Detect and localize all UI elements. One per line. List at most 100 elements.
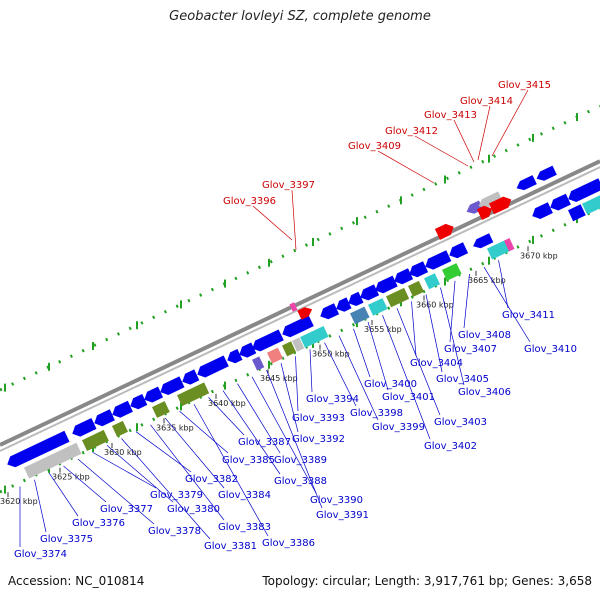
gene-upper-block [478, 191, 503, 209]
gene-label-bottom: Glov_3382 [185, 474, 238, 485]
gene-lower-block [368, 298, 388, 316]
gene-labels[interactable]: Glov_3374 Glov_3375 Glov_3376 Glov_3377 Glov… [14, 80, 577, 560]
leader-line [63, 465, 107, 503]
gene-inner-blue [112, 400, 133, 418]
gene-label-bottom: Glov_3377 [100, 504, 153, 515]
leader-line [498, 260, 509, 309]
gene-label-bottom: Glov_3401 [382, 392, 435, 403]
gene-label-top: Glov_3412 [385, 126, 438, 137]
leader-line-red [477, 105, 491, 161]
gene-lower-block [177, 382, 210, 407]
gene-inner-blue [282, 315, 314, 338]
gene-label-bottom: Glov_3399 [372, 422, 425, 433]
leader-line [382, 314, 431, 440]
gene-inner-blue [227, 349, 243, 364]
leader-line [251, 376, 317, 494]
gene-label-bottom: Glov_3393 [292, 413, 345, 424]
leader-line [463, 273, 470, 329]
gene-label-bottom: Glov_3411 [502, 310, 555, 321]
leader-line-red [453, 119, 475, 163]
kbp-tick-label: 3630 kbp [104, 448, 142, 457]
gene-label-top: Glov_3413 [424, 110, 477, 121]
gene-upper-block [536, 165, 557, 181]
gene-label-bottom: Glov_3388 [274, 476, 327, 487]
kbp-tick-label: 3625 kbp [52, 473, 90, 482]
gene-label-bottom: Glov_3392 [292, 434, 345, 445]
leader-line [449, 280, 456, 343]
leader-line [106, 445, 174, 503]
genome-summary: Topology: circular; Length: 3,917,761 bp… [262, 574, 592, 588]
kbp-tick-label: 3665 kbp [468, 276, 506, 285]
gene-lower-block [300, 326, 329, 348]
gene-label-bottom: Glov_3391 [316, 510, 369, 521]
gene-label-bottom: Glov_3383 [218, 522, 271, 533]
leader-line [164, 417, 225, 489]
backbone-line [0, 159, 600, 447]
leader-line-red [377, 150, 435, 184]
gene-inner-blue [7, 430, 70, 468]
gene-upper-block [516, 175, 537, 191]
gene-inner-blue [394, 268, 414, 285]
leader-line-red [491, 89, 529, 157]
leader-line [92, 451, 157, 489]
gene-label-bottom: Glov_3402 [424, 441, 477, 452]
gene-label-bottom: Glov_3387 [238, 437, 291, 448]
leader-line [237, 383, 281, 454]
gene-lower-block [386, 287, 410, 308]
gene-label-bottom: Glov_3398 [350, 408, 403, 419]
kbp-tick-label: 3670 kbp [520, 251, 558, 260]
gene-red [488, 196, 512, 215]
gene-inner-blue [239, 342, 257, 358]
gene-magenta [289, 302, 298, 312]
gene-inner-blue [252, 329, 284, 352]
kbp-tick-label: 3660 kbp [416, 300, 454, 309]
gene-lower-block [408, 280, 424, 297]
leader-line [396, 308, 441, 416]
kbp-tick-label: 3620 kbp [0, 497, 38, 506]
leader-line [179, 410, 229, 454]
gene-inner-blue [375, 275, 398, 294]
gene-red [297, 307, 313, 320]
gene-lower-block [267, 347, 283, 364]
gene-inner-blue [160, 376, 185, 395]
gene-label-bottom: Glov_3407 [444, 344, 497, 355]
gene-lower-block [82, 429, 109, 451]
gene-label-bottom: Glov_3389 [274, 455, 327, 466]
gene-lower-block [568, 204, 586, 222]
leader-line [48, 472, 79, 517]
leader-line [324, 342, 357, 407]
gene-lower-block [487, 240, 511, 260]
kbp-tick-label: 3635 kbp [156, 423, 194, 432]
gene-inner-blue [360, 284, 380, 301]
gene-label-bottom: Glov_3400 [364, 379, 417, 390]
leader-line [440, 287, 465, 386]
gene-label-bottom: Glov_3379 [150, 490, 203, 501]
kbp-ticks: 3620 kbp 3625 kbp 3630 kbp 3635 kbp 3640 kbp… [0, 246, 558, 506]
gene-label-top: Glov_3409 [348, 141, 401, 152]
leader-line [367, 321, 389, 391]
gene-label-bottom: Glov_3375 [40, 534, 93, 545]
gene-inner-blue [409, 261, 429, 278]
gene-label-top: Glov_3396 [223, 196, 276, 207]
gene-label-bottom: Glov_3410 [524, 344, 577, 355]
kbp-tick-label: 3650 kbp [312, 350, 350, 359]
gene-lower-block [24, 442, 82, 479]
gene-inner-blue [72, 418, 97, 437]
gene-label-bottom: Glov_3378 [148, 526, 201, 537]
gene-inner-blue [130, 394, 148, 410]
gene-lower-block [112, 420, 128, 437]
leader-line [309, 349, 313, 393]
gene-label-bottom: Glov_3374 [14, 549, 67, 560]
leader-line [121, 438, 211, 540]
gene-label-top: Glov_3397 [262, 180, 315, 191]
accession-text: Accession: NC_010814 [8, 574, 145, 588]
gene-lower-block [292, 337, 305, 352]
gene-lower-block [504, 238, 515, 252]
leader-line [150, 424, 225, 521]
gene-inner-blue [182, 369, 200, 385]
gene-lower-block [282, 341, 297, 357]
leader-line-red [252, 205, 293, 241]
gene-features[interactable] [7, 165, 600, 479]
gene-inner-blue [144, 386, 164, 403]
